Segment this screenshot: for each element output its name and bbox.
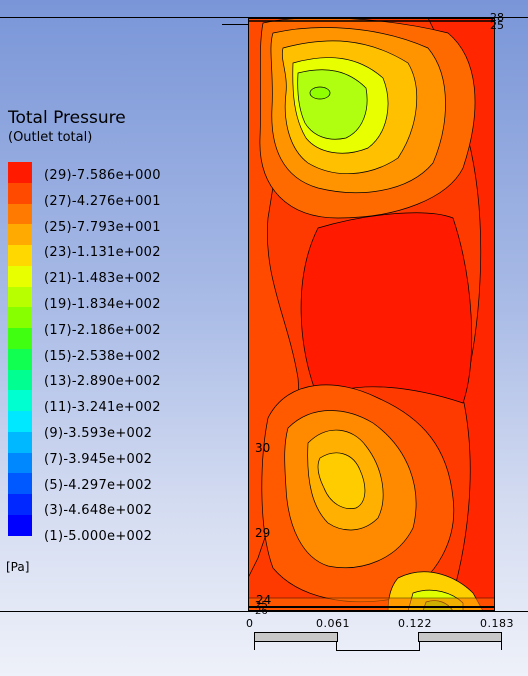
legend-swatch bbox=[8, 265, 32, 287]
legend-entry-label: (17)-2.186e+002 bbox=[44, 322, 161, 338]
contour-region-bottom-4 bbox=[317, 452, 366, 509]
legend-entry-label: (25)-7.793e+001 bbox=[44, 219, 161, 235]
legend-entry-label: (29)-7.586e+000 bbox=[44, 168, 161, 183]
contour-label: 29 bbox=[255, 526, 271, 540]
legend-swatch bbox=[8, 307, 32, 329]
legend-swatch bbox=[8, 494, 32, 516]
legend-entry-label: (21)-1.483e+002 bbox=[44, 271, 161, 287]
contour-region-center bbox=[300, 212, 473, 404]
legend-entry-label: (13)-2.890e+002 bbox=[44, 374, 161, 390]
contour-label: 30 bbox=[255, 441, 271, 455]
legend-entry-label: (19)-1.834e+002 bbox=[44, 297, 161, 312]
contour-label: 25 bbox=[255, 600, 268, 611]
legend-swatch bbox=[8, 245, 32, 266]
legend-swatch bbox=[8, 224, 32, 246]
scale-tick-label: 0.061 bbox=[316, 617, 350, 630]
legend-color-bar bbox=[8, 162, 32, 536]
legend-entry-label: (9)-3.593e+002 bbox=[44, 426, 153, 441]
legend-swatch bbox=[8, 162, 32, 183]
contour-region-top-6 bbox=[309, 86, 331, 100]
contour-label: 28 bbox=[490, 11, 504, 24]
legend-entry-label: (15)-2.538e+002 bbox=[44, 348, 161, 364]
legend-swatch bbox=[8, 369, 32, 391]
top-frame-line bbox=[0, 17, 528, 18]
legend-swatch bbox=[8, 411, 32, 432]
legend-swatch bbox=[8, 328, 32, 349]
contour-plot bbox=[248, 18, 495, 611]
legend-swatch bbox=[8, 431, 32, 453]
scale-tick-label: 0.122 bbox=[398, 617, 432, 630]
scale-bar-right-cap bbox=[501, 632, 502, 650]
legend-swatch bbox=[8, 390, 32, 412]
contour-label: 26 bbox=[255, 606, 268, 617]
legend-swatch bbox=[8, 348, 32, 370]
scale-tick-label: 0 bbox=[246, 617, 254, 630]
legend-swatch bbox=[8, 182, 32, 204]
scale-bar-segment-2 bbox=[336, 641, 420, 651]
legend-swatch bbox=[8, 515, 32, 536]
scale-bar-segment-3 bbox=[418, 632, 502, 642]
contour-region-top-5 bbox=[297, 69, 368, 140]
legend-swatch bbox=[8, 473, 32, 495]
scale-tick-label: 0.183 bbox=[480, 617, 514, 630]
legend-title: Total Pressure bbox=[8, 108, 126, 128]
legend-units: [Pa] bbox=[6, 560, 30, 574]
legend-entry-label: (1)-5.000e+002 bbox=[44, 529, 153, 545]
contour-band-bottom bbox=[248, 597, 495, 611]
scale-bar-left-cap bbox=[254, 632, 255, 650]
bottom-frame-line bbox=[0, 611, 528, 612]
legend-entry-label: (7)-3.945e+002 bbox=[44, 451, 153, 467]
top-tick-line bbox=[222, 24, 248, 25]
contour-label: 24 bbox=[256, 593, 272, 607]
legend-swatch bbox=[8, 452, 32, 474]
legend-swatch bbox=[8, 203, 32, 225]
legend-entry-label: (11)-3.241e+002 bbox=[44, 400, 161, 416]
contour-label: 25 bbox=[490, 19, 504, 32]
legend-entry-label: (23)-1.131e+002 bbox=[44, 245, 161, 261]
legend-swatch bbox=[8, 286, 32, 308]
legend-entry-label: (27)-4.276e+001 bbox=[44, 193, 161, 209]
plot-border bbox=[248, 18, 495, 611]
scale-bar-segment-1 bbox=[254, 632, 338, 642]
legend-subtitle: (Outlet total) bbox=[8, 130, 93, 145]
legend-entry-label: (3)-4.648e+002 bbox=[44, 503, 153, 519]
legend-entry-label: (5)-4.297e+002 bbox=[44, 477, 153, 493]
